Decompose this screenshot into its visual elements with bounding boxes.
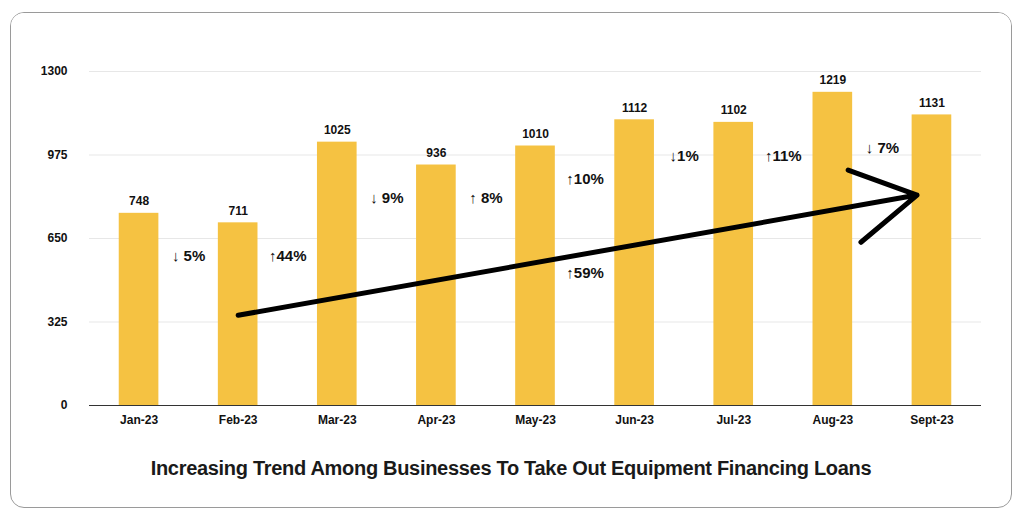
svg-text:Jan-23: Jan-23 bbox=[120, 413, 158, 427]
svg-text:1131: 1131 bbox=[919, 96, 945, 110]
svg-text:Mar-23: Mar-23 bbox=[318, 413, 357, 427]
svg-text:325: 325 bbox=[47, 315, 67, 329]
svg-text:1112: 1112 bbox=[622, 101, 648, 115]
svg-text:1102: 1102 bbox=[721, 103, 747, 117]
svg-text:↑59%: ↑59% bbox=[566, 264, 604, 281]
svg-text:650: 650 bbox=[47, 231, 67, 245]
svg-text:936: 936 bbox=[426, 146, 446, 160]
svg-text:May-23: May-23 bbox=[515, 413, 556, 427]
svg-text:Aug-23: Aug-23 bbox=[812, 413, 853, 427]
svg-text:↓ 9%: ↓ 9% bbox=[370, 189, 403, 206]
svg-text:1025: 1025 bbox=[324, 123, 351, 137]
svg-text:↓1%: ↓1% bbox=[670, 147, 699, 164]
svg-text:Sept-23: Sept-23 bbox=[910, 413, 954, 427]
svg-text:↓ 5%: ↓ 5% bbox=[172, 247, 205, 264]
svg-text:1219: 1219 bbox=[819, 73, 846, 87]
svg-text:Jun-23: Jun-23 bbox=[615, 413, 654, 427]
svg-text:0: 0 bbox=[61, 398, 68, 412]
svg-text:↑44%: ↑44% bbox=[269, 247, 307, 264]
svg-text:711: 711 bbox=[228, 204, 248, 218]
svg-text:↑11%: ↑11% bbox=[765, 147, 802, 164]
svg-text:748: 748 bbox=[129, 194, 149, 208]
svg-text:Apr-23: Apr-23 bbox=[417, 413, 455, 427]
html-text:Increasing Trend Among Busines: Increasing Trend Among Businesses To Tak… bbox=[150, 457, 872, 479]
svg-text:↑ 8%: ↑ 8% bbox=[469, 189, 502, 206]
svg-text:Jul-23: Jul-23 bbox=[716, 413, 751, 427]
svg-text:975: 975 bbox=[47, 148, 67, 162]
svg-text:Feb-23: Feb-23 bbox=[219, 413, 258, 427]
svg-text:1300: 1300 bbox=[41, 64, 68, 78]
svg-text:↑10%: ↑10% bbox=[566, 170, 604, 187]
svg-text:↓ 7%: ↓ 7% bbox=[866, 139, 899, 156]
svg-text:1010: 1010 bbox=[522, 127, 549, 141]
